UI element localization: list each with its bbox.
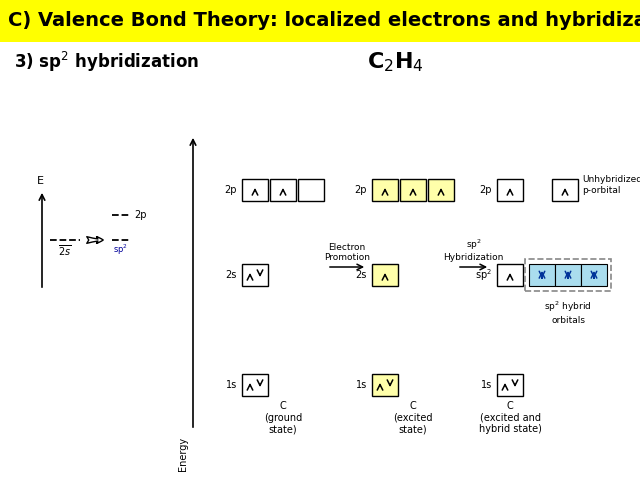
Bar — [525, 259, 611, 291]
Text: C
(ground
state): C (ground state) — [264, 401, 302, 434]
Bar — [372, 374, 398, 396]
Bar — [270, 179, 296, 201]
Bar — [0, 0, 640, 42]
Text: 2p: 2p — [225, 185, 237, 195]
Bar — [400, 179, 426, 201]
Bar — [242, 264, 268, 286]
Text: Electron
Promotion: Electron Promotion — [324, 242, 370, 262]
Text: C$_2$H$_4$: C$_2$H$_4$ — [367, 50, 424, 73]
Text: C
(excited
state): C (excited state) — [393, 401, 433, 434]
Text: 1s: 1s — [356, 380, 367, 390]
Text: 2p: 2p — [355, 185, 367, 195]
Text: 2s: 2s — [356, 270, 367, 280]
Bar — [581, 264, 607, 286]
Text: 2p: 2p — [479, 185, 492, 195]
Text: Energy: Energy — [178, 437, 188, 471]
Text: sp$^2$
Hybridization: sp$^2$ Hybridization — [444, 237, 504, 262]
Bar — [497, 374, 523, 396]
Text: 2s: 2s — [226, 270, 237, 280]
Bar — [428, 179, 454, 201]
Text: E: E — [36, 176, 44, 186]
Text: 1s: 1s — [226, 380, 237, 390]
Bar — [242, 179, 268, 201]
Bar — [242, 374, 268, 396]
Text: C
(excited and
hybrid state): C (excited and hybrid state) — [479, 401, 541, 434]
Text: Unhybridized
p-orbital: Unhybridized p-orbital — [582, 175, 640, 195]
Bar — [372, 264, 398, 286]
Bar — [298, 179, 324, 201]
Text: $\overline{2s}$: $\overline{2s}$ — [58, 243, 72, 258]
Bar — [497, 179, 523, 201]
Bar — [555, 264, 581, 286]
Bar — [497, 264, 523, 286]
Bar — [372, 179, 398, 201]
Text: sp$^2$: sp$^2$ — [475, 267, 492, 283]
Bar — [529, 264, 555, 286]
Text: C) Valence Bond Theory: localized electrons and hybridization: C) Valence Bond Theory: localized electr… — [8, 12, 640, 31]
Text: sp$^2$: sp$^2$ — [113, 243, 127, 257]
Text: 2p: 2p — [134, 210, 147, 220]
Text: sp$^2$ hybrid
orbitals: sp$^2$ hybrid orbitals — [544, 300, 592, 325]
Text: 1s: 1s — [481, 380, 492, 390]
Text: 3) sp$^2$ hybridization: 3) sp$^2$ hybridization — [14, 50, 199, 74]
Bar — [552, 179, 578, 201]
